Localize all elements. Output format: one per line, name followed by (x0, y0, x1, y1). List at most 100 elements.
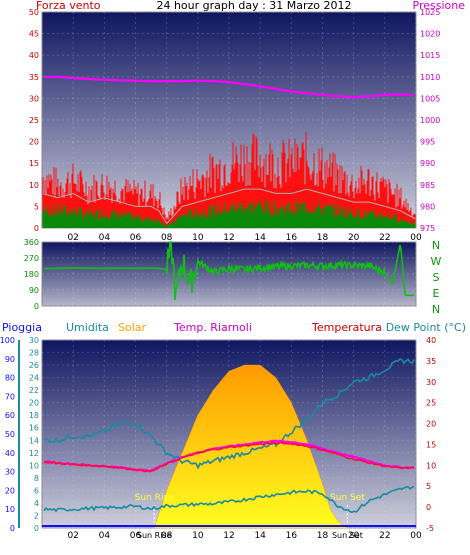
wind-axis-title: Forza vento (36, 0, 101, 12)
pressure-tick-label: 1000 (420, 116, 440, 125)
x-tick-label: 08 (161, 531, 173, 541)
pressure-tick-label: 1025 (420, 8, 440, 17)
x-tick-label: 16 (286, 233, 298, 243)
x-tick-label: 08 (161, 233, 173, 243)
wind-series (42, 188, 416, 224)
pressure-axis-title: Pressione (413, 0, 466, 12)
direction-panel (41, 241, 417, 307)
humidity-tick-label: 2 (34, 511, 39, 520)
avg-wind-series (42, 199, 416, 228)
x-tick-label: 14 (254, 531, 266, 541)
wind-tick-label: 20 (29, 138, 39, 147)
direction-tick-label: 0 (34, 302, 39, 311)
pressure-tick-label: 1005 (420, 94, 440, 103)
wind-tick-label: 0 (34, 224, 39, 233)
dewpoint-series (43, 485, 415, 514)
rain-tick-label: 100 (0, 336, 15, 345)
temp-tick-label: 20 (426, 420, 436, 429)
humidity-tick-label: 10 (29, 461, 39, 470)
temperature-header: Temperatura (311, 321, 382, 334)
x-tick-label: 20 (348, 233, 360, 243)
rain-tick-label: 10 (5, 505, 15, 514)
temp-tick-label: 25 (426, 399, 436, 408)
humidity-tick-label: 8 (34, 474, 39, 483)
humidity-tick-label: 0 (34, 524, 39, 533)
direction-tick-label: 270 (24, 254, 39, 263)
direction-tick-label: 90 (29, 286, 39, 295)
x-tick-label: 00 (410, 531, 422, 541)
sun-set-axis-label: Sun Set (332, 531, 363, 540)
x-tick-label: 18 (317, 233, 329, 243)
direction-series (44, 241, 414, 300)
pressure-tick-label: 985 (420, 181, 435, 190)
x-tick-label: 20 (348, 531, 360, 541)
x-tick-label: 02 (67, 531, 78, 541)
temp-tick-label: 15 (426, 440, 436, 449)
x-tick-label: 10 (192, 233, 204, 243)
pressure-tick-label: 980 (420, 202, 435, 211)
temp-tick-label: 5 (426, 482, 431, 491)
rain-tick-label: 40 (5, 449, 15, 458)
temp-tick-label: 35 (426, 357, 436, 366)
wind-tick-label: 15 (29, 159, 39, 168)
rain-tick-label: 0 (10, 524, 15, 533)
humidity-tick-label: 28 (29, 349, 39, 358)
compass-label: W (431, 255, 442, 268)
pressure-tick-label: 1015 (420, 51, 440, 60)
compass-label: N (432, 239, 440, 252)
humidity-tick-label: 22 (29, 386, 39, 395)
wind-tick-label: 45 (29, 30, 39, 39)
compass-label: S (433, 271, 440, 284)
solar-header: Solar (118, 321, 147, 334)
humidity-tick-label: 20 (29, 399, 39, 408)
pressure-tick-label: 995 (420, 138, 435, 147)
humidity-tick-label: 14 (29, 436, 39, 445)
solar-series (153, 364, 349, 529)
humidity-tick-label: 18 (29, 411, 39, 420)
sun-rise-axis-label: Sun Rise (137, 531, 172, 540)
x-tick-label: 04 (99, 233, 111, 243)
x-tick-label: 00 (410, 233, 422, 243)
x-tick-label: 12 (223, 233, 234, 243)
pressure-tick-label: 1010 (420, 73, 440, 82)
pressure-tick-label: 1020 (420, 30, 440, 39)
rain-tick-label: 30 (5, 468, 15, 477)
x-tick-label: 12 (223, 531, 234, 541)
temp-tick-label: 10 (426, 461, 436, 470)
x-tick-label: 06 (130, 531, 142, 541)
rain-header: Pioggia (2, 321, 42, 334)
rain-tick-label: 80 (5, 374, 15, 383)
pressure-tick-label: 990 (420, 159, 435, 168)
sun-set-label: Sun Set (330, 493, 365, 503)
temp-tick-label: 0 (426, 503, 431, 512)
wind-tick-label: 35 (29, 73, 39, 82)
humidity-tick-label: 12 (29, 449, 39, 458)
temp-tick-label: 40 (426, 336, 436, 345)
x-tick-label: 22 (379, 233, 390, 243)
wind-tick-label: 5 (34, 202, 39, 211)
x-tick-label: 04 (99, 531, 111, 541)
direction-tick-label: 180 (24, 270, 39, 279)
wind-tick-label: 30 (29, 94, 39, 103)
wind-tick-label: 50 (29, 8, 39, 17)
pressure-tick-label: 975 (420, 224, 435, 233)
direction-tick-label: 360 (24, 238, 39, 247)
humidity-tick-label: 24 (29, 374, 39, 383)
compass-label: N (432, 303, 440, 316)
x-tick-label: 10 (192, 531, 204, 541)
dewpoint-header: Dew Point (°C) (386, 321, 466, 334)
humidity-header: Umidita (66, 321, 109, 334)
temp-tick-label: 30 (426, 378, 436, 387)
wind-tick-label: 40 (29, 51, 39, 60)
humidity-series (43, 358, 415, 470)
sun-rise-label: Sun Rise (135, 493, 174, 503)
x-tick-label: 18 (317, 531, 329, 541)
x-tick-label: 16 (286, 531, 298, 541)
wind-tick-label: 25 (29, 116, 39, 125)
rain-tick-label: 90 (5, 355, 15, 364)
temp-tick-label: -5 (426, 524, 434, 533)
humidity-tick-label: 6 (34, 486, 39, 495)
humidity-tick-label: 4 (34, 499, 39, 508)
